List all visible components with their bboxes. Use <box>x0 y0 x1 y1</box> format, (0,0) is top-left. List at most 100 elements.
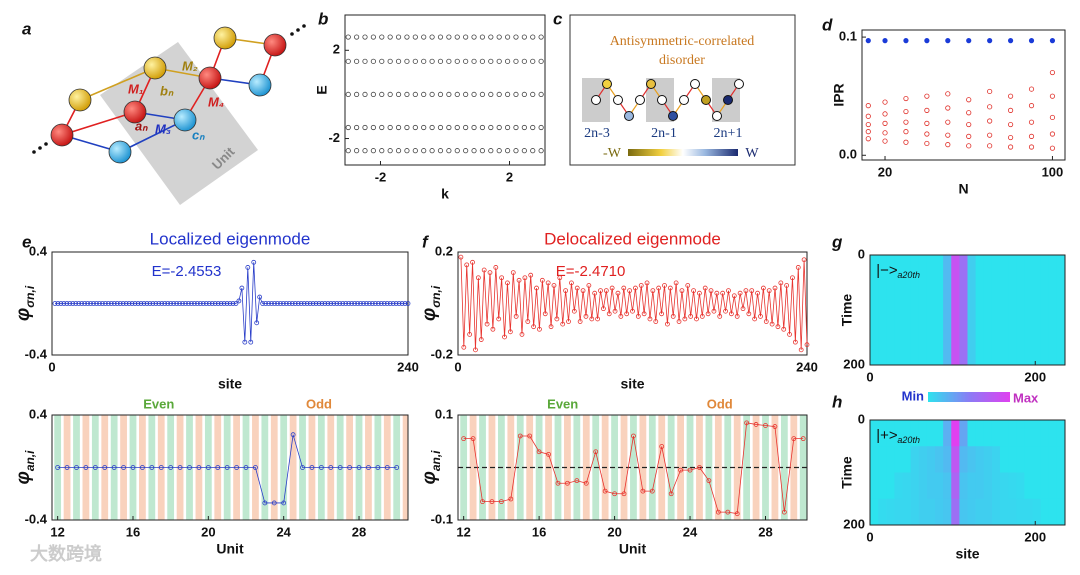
heat-cell <box>967 255 977 283</box>
heat-cell <box>1016 310 1025 338</box>
point <box>496 58 502 64</box>
x-tick-label: 28 <box>352 524 366 539</box>
heat-cell <box>926 420 936 447</box>
point <box>345 148 351 154</box>
heat-cell <box>910 498 920 526</box>
x-tick-label: 0 <box>866 529 873 544</box>
point <box>437 124 444 131</box>
heat-cell <box>943 472 952 500</box>
point <box>412 58 418 64</box>
point <box>517 433 523 439</box>
point <box>668 491 674 497</box>
point <box>318 465 324 470</box>
point <box>903 95 909 102</box>
point <box>1028 103 1035 109</box>
point <box>784 283 790 288</box>
x-tick-label: 24 <box>276 524 291 539</box>
point <box>987 88 993 95</box>
point <box>1007 134 1014 141</box>
point <box>298 301 304 306</box>
point <box>1028 86 1035 92</box>
series-line <box>460 257 808 350</box>
point <box>706 478 712 484</box>
point <box>379 148 385 154</box>
point <box>76 301 82 306</box>
point <box>496 91 502 98</box>
point <box>470 436 476 442</box>
point <box>399 301 405 306</box>
series-line <box>463 422 804 515</box>
label-symbol: φ <box>13 308 34 321</box>
heat-cell <box>878 472 887 500</box>
point <box>924 38 930 44</box>
point <box>488 34 494 40</box>
chart: 0 240 -0.4 0.4 Localized eigenmode E=-2.4553 <box>25 229 419 374</box>
point <box>55 301 61 306</box>
heat-cell <box>1048 498 1058 526</box>
heat-cell <box>1024 255 1033 283</box>
point <box>479 34 486 40</box>
point <box>221 301 227 306</box>
heat-cell <box>1008 310 1017 338</box>
point <box>471 124 477 131</box>
point <box>711 308 717 314</box>
heat-cell <box>910 255 920 283</box>
point <box>215 301 221 306</box>
point <box>560 321 566 327</box>
axes-frame <box>457 414 808 521</box>
point <box>527 433 533 439</box>
point <box>248 339 254 345</box>
point <box>337 301 343 306</box>
panel-label: g <box>831 232 843 251</box>
heat-cell <box>1016 282 1025 311</box>
point <box>251 259 257 265</box>
point <box>156 301 162 306</box>
heat-cell <box>935 255 944 283</box>
point <box>720 290 726 296</box>
heat-cell <box>1056 282 1066 311</box>
legend-label: Even <box>143 396 174 411</box>
point <box>555 480 561 486</box>
point <box>461 344 467 350</box>
point <box>168 465 174 470</box>
point <box>624 311 630 317</box>
point <box>557 275 563 281</box>
label-sub: σn,i <box>429 285 443 308</box>
chart: Even Odd 12 16 20 24 28 -0.1 0.1 <box>431 396 808 539</box>
legend-label: Odd <box>306 396 332 411</box>
point <box>545 280 551 286</box>
y-tick-label: -2 <box>328 130 340 145</box>
point <box>781 509 787 515</box>
point <box>144 301 150 306</box>
point <box>479 58 486 64</box>
axis-label: |+>a20th <box>876 427 920 445</box>
heat-cell <box>870 420 879 447</box>
point <box>463 58 469 64</box>
heat-cell <box>943 337 952 366</box>
heat-cell <box>1024 446 1033 473</box>
heat-cell <box>1024 310 1033 338</box>
heat-cell <box>1040 310 1050 338</box>
chart-title: Delocalized eigenmode <box>544 229 721 248</box>
heat-cell <box>870 337 879 366</box>
x-tick-label: -2 <box>375 169 387 184</box>
point <box>362 91 368 98</box>
heat-cell <box>983 472 993 500</box>
heat-cell <box>1032 498 1042 526</box>
point <box>542 311 548 317</box>
colorbar-label: Min <box>902 388 924 403</box>
point <box>345 58 351 64</box>
point <box>215 465 221 470</box>
point <box>227 301 233 306</box>
point <box>1007 107 1014 113</box>
heat-cell <box>975 420 985 447</box>
point <box>740 306 746 312</box>
point <box>696 290 702 296</box>
point <box>504 124 511 131</box>
point <box>212 301 218 306</box>
heat-cell <box>959 282 968 311</box>
axis-label: Time <box>839 456 855 489</box>
heat-cell <box>951 282 960 311</box>
heat-cell <box>943 310 952 338</box>
point <box>731 293 737 299</box>
